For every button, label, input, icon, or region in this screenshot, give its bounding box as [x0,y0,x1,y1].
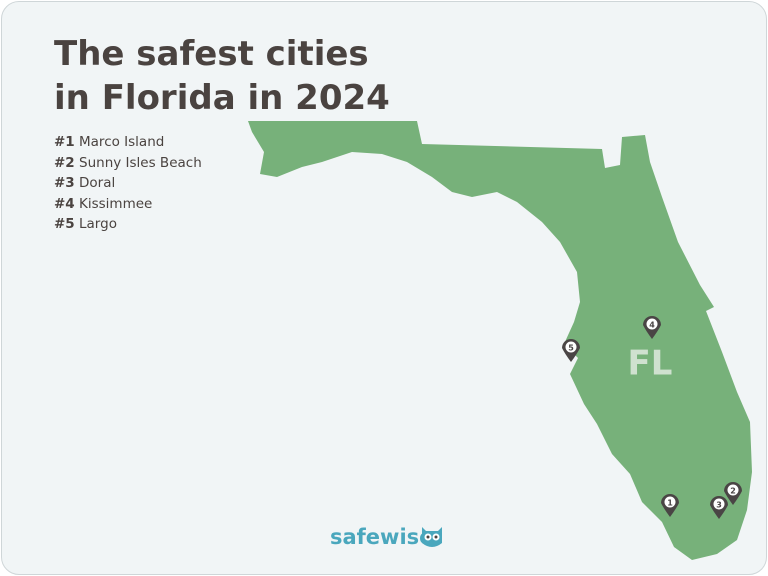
map-pin: 2 [724,482,742,505]
logo: safewise [330,525,433,549]
city-name: Kissimmee [79,195,153,212]
pin-number: 5 [568,344,574,353]
city-rank: #5 [54,216,75,232]
city-name: Sunny Isles Beach [79,154,202,171]
pin-inner [646,318,658,330]
city-name: Doral [79,175,116,191]
map-pin: 4 [643,316,661,339]
pin-inner [565,341,577,353]
city-item: #4 Kissimmee [54,196,202,217]
map-pin: 1 [661,494,679,517]
city-name: Largo [79,216,117,232]
city-item: #3 Doral [54,175,202,196]
pin-number: 3 [716,501,722,510]
city-item: #1 Marco Island [54,134,202,155]
city-rank: #2 [54,154,75,171]
pin-inner [713,498,725,510]
pin-number: 4 [649,321,655,330]
city-list: #1 Marco Island #2 Sunny Isles Beach #3 Do… [54,134,202,237]
pin-inner [664,496,676,508]
city-rank: #3 [54,175,75,191]
map-pin: 5 [562,339,580,362]
city-item: #2 Sunny Isles Beach [54,155,202,176]
city-rank: #1 [54,134,75,150]
city-item: #5 Largo [54,216,202,237]
pin-number: 2 [730,487,736,496]
city-name: Marco Island [79,134,165,150]
pin-inner [727,484,739,496]
title: The safest cities in Florida in 2024 [54,34,390,118]
map-pin: 3 [710,496,728,519]
logo-owl [422,527,442,547]
florida-shape [248,121,752,560]
state-label: FL [628,344,673,384]
city-rank: #4 [54,195,75,212]
pin-number: 1 [667,499,673,508]
